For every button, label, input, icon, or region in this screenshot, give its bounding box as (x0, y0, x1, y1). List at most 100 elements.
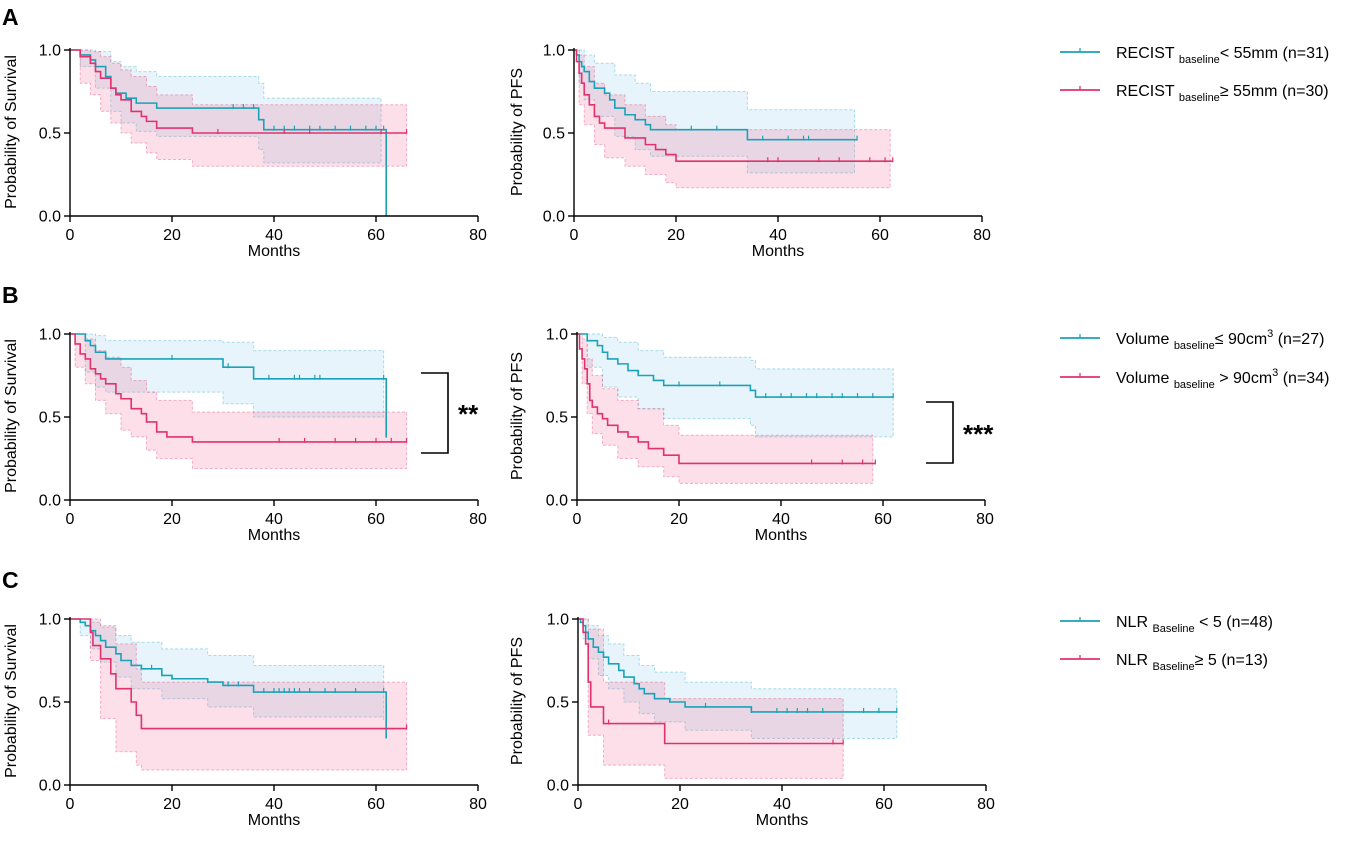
survival-curve-teal (70, 333, 387, 437)
legend-label: Volume baseline≤ 90cm3 (n=27) (1116, 328, 1324, 352)
legend-tail: < 55mm (n=31) (1220, 45, 1329, 62)
legend-tail: < 5 (n=48) (1195, 614, 1273, 631)
y-tick-label: 0.0 (546, 493, 568, 510)
survival-curve-teal (578, 618, 897, 713)
legend-subscript: Baseline (1152, 661, 1194, 673)
x-tick-label: 20 (163, 227, 181, 244)
y-tick-label: 1.0 (546, 327, 568, 344)
x-tick-label: 20 (163, 796, 181, 813)
significance-label: *** (963, 419, 994, 449)
legend-C: NLR Baseline < 5 (n=48)NLR Baseline≥ 5 (… (1060, 614, 1273, 673)
x-tick-label: 0 (570, 227, 579, 244)
x-tick-label: 0 (66, 511, 75, 528)
y-tick-label: 1.0 (543, 43, 565, 60)
survival-curve-pink (577, 333, 876, 465)
x-tick-label: 80 (469, 227, 487, 244)
chart-C-OS: 0.0 0.5 1.0 0 20 40 60 80 Months Probability of S… (3, 612, 487, 830)
legend-subscript: baseline (1174, 340, 1215, 352)
y-axis-title: Probability of Survival (3, 339, 20, 493)
panel-letter-B: B (2, 282, 19, 308)
x-tick-label: 40 (265, 227, 283, 244)
significance-label: ** (458, 399, 479, 429)
chart-A-PFS: 0.0 0.5 1.0 0 20 40 60 80 Months Probability of P… (509, 43, 991, 261)
ci-band-pink (70, 333, 408, 469)
y-tick-label: 1.0 (547, 612, 569, 629)
y-tick-label: 0.0 (543, 209, 565, 226)
survival-curve-pink (70, 333, 407, 443)
x-tick-label: 20 (163, 511, 181, 528)
x-tick-label: 0 (574, 796, 583, 813)
x-tick-label: 80 (469, 796, 487, 813)
x-tick-label: 40 (769, 227, 787, 244)
legend-main: Volume (1116, 331, 1174, 348)
legend-label: RECIST baseline< 55mm (n=31) (1116, 45, 1329, 66)
x-tick-label: 60 (367, 511, 385, 528)
legend-superscript: 3 (1267, 328, 1273, 340)
y-axis-title: Probability of Survival (3, 624, 20, 778)
survival-curve-pink (70, 49, 407, 134)
y-tick-label: 1.0 (39, 612, 61, 629)
x-tick-label: 60 (875, 796, 893, 813)
x-tick-label: 0 (66, 796, 75, 813)
y-axis-title: Probability of PFS (509, 68, 526, 196)
y-tick-label: 0.5 (546, 410, 568, 427)
y-tick-label: 0.0 (39, 493, 61, 510)
legend-subscript: baseline (1174, 379, 1215, 391)
legend-tail: (n=34) (1278, 370, 1329, 387)
x-tick-label: 40 (265, 796, 283, 813)
x-tick-label: 80 (976, 511, 994, 528)
legend-subscript: baseline (1179, 92, 1220, 104)
legend-tail: (n=27) (1273, 331, 1324, 348)
ci-band-teal (70, 333, 385, 418)
legend-pre: ≤ 90cm (1215, 331, 1267, 348)
legend-main: RECIST (1116, 83, 1179, 100)
legend-main: RECIST (1116, 45, 1179, 62)
x-tick-label: 80 (469, 511, 487, 528)
legend-B: Volume baseline≤ 90cm3 (n=27)Volume base… (1060, 328, 1329, 391)
y-tick-label: 0.5 (39, 126, 61, 143)
ci-band-pink (70, 618, 408, 771)
ci-band-teal (70, 49, 382, 164)
survival-curve-pink (70, 618, 407, 730)
chart-B-OS: 0.0 0.5 1.0 0 20 40 60 80 Months Probability of S… (3, 327, 487, 545)
legend-subscript: baseline (1179, 54, 1220, 66)
x-axis-title: Months (248, 812, 300, 829)
x-tick-label: 60 (871, 227, 889, 244)
chart-C-PFS: 0.0 0.5 1.0 0 20 40 60 80 Months Probability of P… (509, 612, 995, 830)
y-tick-label: 0.5 (547, 695, 569, 712)
significance-bracket (926, 401, 954, 464)
legend-A: RECIST baseline< 55mm (n=31)RECIST basel… (1060, 45, 1329, 104)
survival-curve-teal (577, 333, 894, 398)
x-tick-label: 40 (773, 796, 791, 813)
y-tick-label: 1.0 (39, 327, 61, 344)
x-axis-title: Months (752, 243, 804, 260)
ci-band-pink (577, 333, 874, 484)
x-tick-label: 60 (367, 227, 385, 244)
ci-band-teal (70, 618, 385, 721)
x-axis-title: Months (755, 527, 807, 544)
x-tick-label: 40 (772, 511, 790, 528)
x-tick-label: 0 (573, 511, 582, 528)
ci-band-teal (578, 618, 898, 740)
y-tick-label: 0.0 (39, 778, 61, 795)
legend-tail: ≥ 55mm (n=30) (1220, 83, 1329, 100)
x-tick-label: 60 (367, 796, 385, 813)
x-tick-label: 60 (874, 511, 892, 528)
y-tick-label: 1.0 (39, 43, 61, 60)
x-tick-label: 40 (265, 511, 283, 528)
panel-letter-C: C (2, 567, 19, 593)
legend-main: NLR (1116, 614, 1152, 631)
y-axis-title: Probability of PFS (509, 352, 526, 480)
chart-A-OS: 0.0 0.5 1.0 0 20 40 60 80 Months Probability of S… (3, 43, 487, 261)
y-axis-title: Probability of PFS (509, 637, 526, 765)
x-tick-label: 20 (670, 511, 688, 528)
legend-main: Volume (1116, 370, 1174, 387)
legend-label: RECIST baseline≥ 55mm (n=30) (1116, 83, 1329, 104)
legend-tail: ≥ 5 (n=13) (1195, 652, 1268, 669)
survival-curve-pink (578, 618, 844, 745)
y-tick-label: 0.5 (39, 695, 61, 712)
survival-curve-pink (574, 49, 893, 163)
x-axis-title: Months (756, 812, 808, 829)
ci-band-pink (574, 49, 891, 189)
